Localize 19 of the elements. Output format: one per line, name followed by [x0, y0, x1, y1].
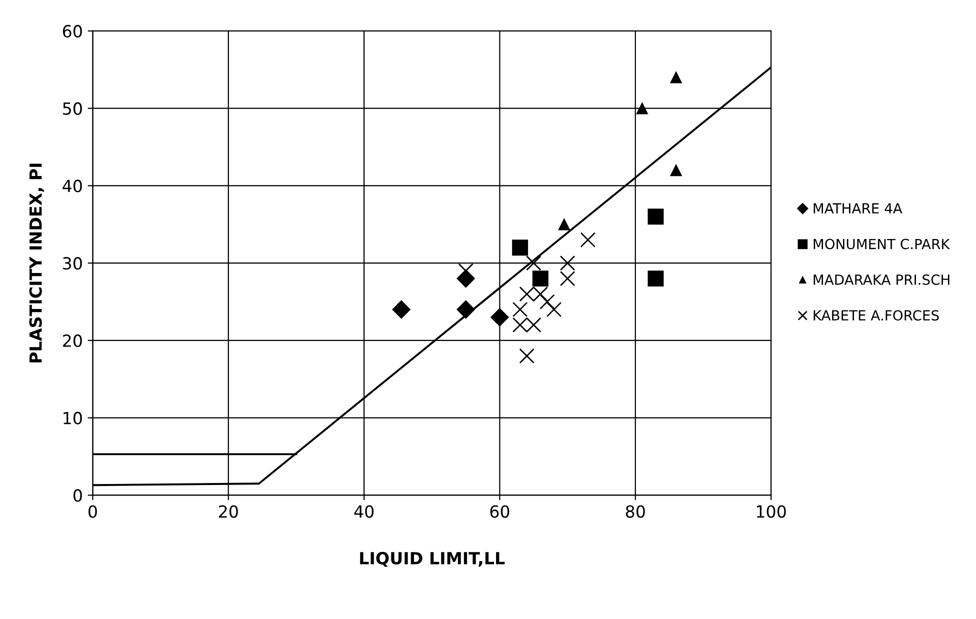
y-tick-label: 50 — [63, 102, 82, 115]
x-tick-label: 80 — [626, 505, 645, 518]
legend-label: MONUMENT C.PARK — [814, 238, 950, 250]
legend-label: KABETE A.FORCES — [814, 310, 939, 321]
x-tick-label: 20 — [219, 505, 238, 518]
y-axis-title: PLASTICITY INDEX, PI — [29, 164, 44, 362]
y-tick-label: 40 — [62, 180, 82, 192]
legend-label: MATHARE 4A — [814, 203, 902, 214]
y-tick-label: 30 — [63, 257, 82, 270]
x-tick-label: 0 — [88, 505, 97, 518]
y-tick-label: 20 — [63, 334, 82, 348]
y-tick-label: 60 — [62, 24, 82, 38]
x-tick-label: 60 — [490, 505, 510, 518]
y-tick-label: 10 — [64, 412, 82, 424]
y-tick-label: 0 — [73, 489, 82, 502]
x-axis-title: LIQUID LIMIT,LL — [360, 552, 505, 567]
legend-label: MADARAKA PRI.SCH — [814, 274, 950, 285]
x-tick-label: 40 — [354, 505, 374, 518]
x-tick-label: 100 — [756, 505, 786, 518]
